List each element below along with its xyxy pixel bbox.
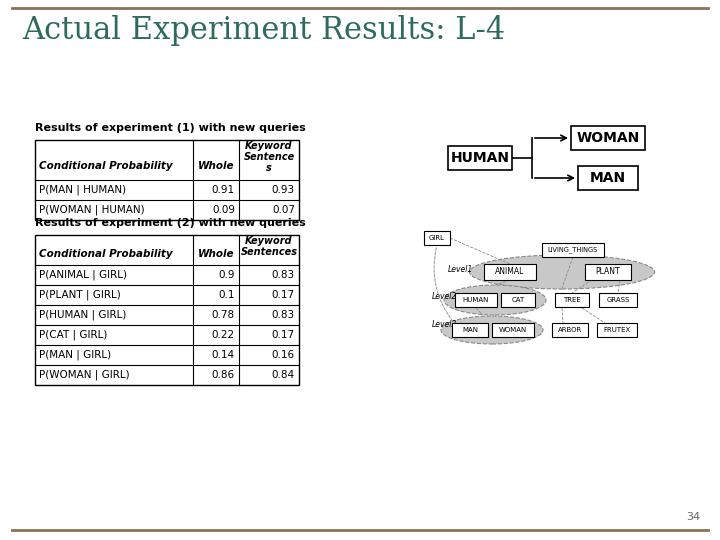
Text: 0.9: 0.9 bbox=[218, 270, 235, 280]
Text: 0.14: 0.14 bbox=[212, 350, 235, 360]
Text: Level3: Level3 bbox=[432, 320, 457, 329]
Text: PLANT: PLANT bbox=[595, 267, 621, 276]
Bar bbox=[542, 243, 604, 257]
Text: Level2: Level2 bbox=[432, 292, 457, 301]
Text: Keyword
Sentences: Keyword Sentences bbox=[240, 236, 297, 257]
Text: 0.91: 0.91 bbox=[212, 185, 235, 195]
Text: 0.83: 0.83 bbox=[272, 270, 295, 280]
Ellipse shape bbox=[444, 285, 546, 315]
Text: Actual Experiment Results: L-4: Actual Experiment Results: L-4 bbox=[22, 15, 505, 46]
Bar bbox=[448, 146, 512, 170]
Bar bbox=[555, 293, 589, 307]
Text: 0.83: 0.83 bbox=[272, 310, 295, 320]
Text: P(CAT | GIRL): P(CAT | GIRL) bbox=[39, 330, 107, 340]
Text: 0.17: 0.17 bbox=[272, 290, 295, 300]
Text: 0.1: 0.1 bbox=[218, 290, 235, 300]
Text: 0.09: 0.09 bbox=[212, 205, 235, 215]
Text: Whole: Whole bbox=[198, 249, 234, 259]
Text: MAN: MAN bbox=[462, 327, 478, 333]
Text: GIRL: GIRL bbox=[429, 235, 445, 241]
Bar bbox=[597, 323, 637, 337]
Bar bbox=[585, 264, 631, 280]
Text: P(ANIMAL | GIRL): P(ANIMAL | GIRL) bbox=[39, 270, 127, 280]
Text: 0.86: 0.86 bbox=[212, 370, 235, 380]
Text: HUMAN: HUMAN bbox=[463, 297, 489, 303]
Bar bbox=[552, 323, 588, 337]
Bar bbox=[578, 166, 638, 190]
Text: TREE: TREE bbox=[563, 297, 581, 303]
Text: 0.07: 0.07 bbox=[272, 205, 295, 215]
Text: P(MAN | GIRL): P(MAN | GIRL) bbox=[39, 350, 111, 360]
Text: WOMAN: WOMAN bbox=[499, 327, 527, 333]
Bar bbox=[599, 293, 637, 307]
Text: CAT: CAT bbox=[511, 297, 525, 303]
Text: WOMAN: WOMAN bbox=[577, 131, 639, 145]
Text: Results of experiment (1) with new queries: Results of experiment (1) with new queri… bbox=[35, 123, 306, 133]
Text: P(MAN | HUMAN): P(MAN | HUMAN) bbox=[39, 185, 126, 195]
Bar bbox=[35, 140, 299, 220]
Text: 0.93: 0.93 bbox=[272, 185, 295, 195]
Ellipse shape bbox=[441, 316, 543, 344]
Bar bbox=[484, 264, 536, 280]
Text: LIVING_THINGS: LIVING_THINGS bbox=[548, 247, 598, 253]
Text: 0.78: 0.78 bbox=[212, 310, 235, 320]
Bar bbox=[571, 126, 645, 150]
Text: Keyword
Sentence
s: Keyword Sentence s bbox=[243, 141, 294, 173]
Text: 0.22: 0.22 bbox=[212, 330, 235, 340]
Bar bbox=[452, 323, 488, 337]
Text: Level1: Level1 bbox=[448, 265, 473, 274]
Text: 0.16: 0.16 bbox=[272, 350, 295, 360]
Text: FRUTEX: FRUTEX bbox=[603, 327, 631, 333]
Text: P(PLANT | GIRL): P(PLANT | GIRL) bbox=[39, 290, 121, 300]
Text: MAN: MAN bbox=[590, 171, 626, 185]
Text: HUMAN: HUMAN bbox=[451, 151, 510, 165]
Text: Results of experiment (2) with new queries: Results of experiment (2) with new queri… bbox=[35, 218, 306, 228]
Text: P(HUMAN | GIRL): P(HUMAN | GIRL) bbox=[39, 310, 127, 320]
Bar bbox=[424, 231, 450, 245]
Text: P(WOMAN | HUMAN): P(WOMAN | HUMAN) bbox=[39, 205, 145, 215]
Text: Conditional Probability: Conditional Probability bbox=[39, 249, 173, 259]
Text: Conditional Probability: Conditional Probability bbox=[39, 161, 173, 171]
Ellipse shape bbox=[469, 255, 654, 289]
Bar bbox=[492, 323, 534, 337]
Bar bbox=[35, 235, 299, 385]
Text: ANIMAL: ANIMAL bbox=[495, 267, 525, 276]
Text: 34: 34 bbox=[686, 512, 700, 522]
Text: 0.84: 0.84 bbox=[272, 370, 295, 380]
Bar bbox=[455, 293, 497, 307]
Text: GRASS: GRASS bbox=[606, 297, 630, 303]
Text: ARBOR: ARBOR bbox=[558, 327, 582, 333]
Text: P(WOMAN | GIRL): P(WOMAN | GIRL) bbox=[39, 370, 130, 380]
Text: 0.17: 0.17 bbox=[272, 330, 295, 340]
Bar bbox=[501, 293, 535, 307]
Text: Whole: Whole bbox=[198, 161, 234, 171]
